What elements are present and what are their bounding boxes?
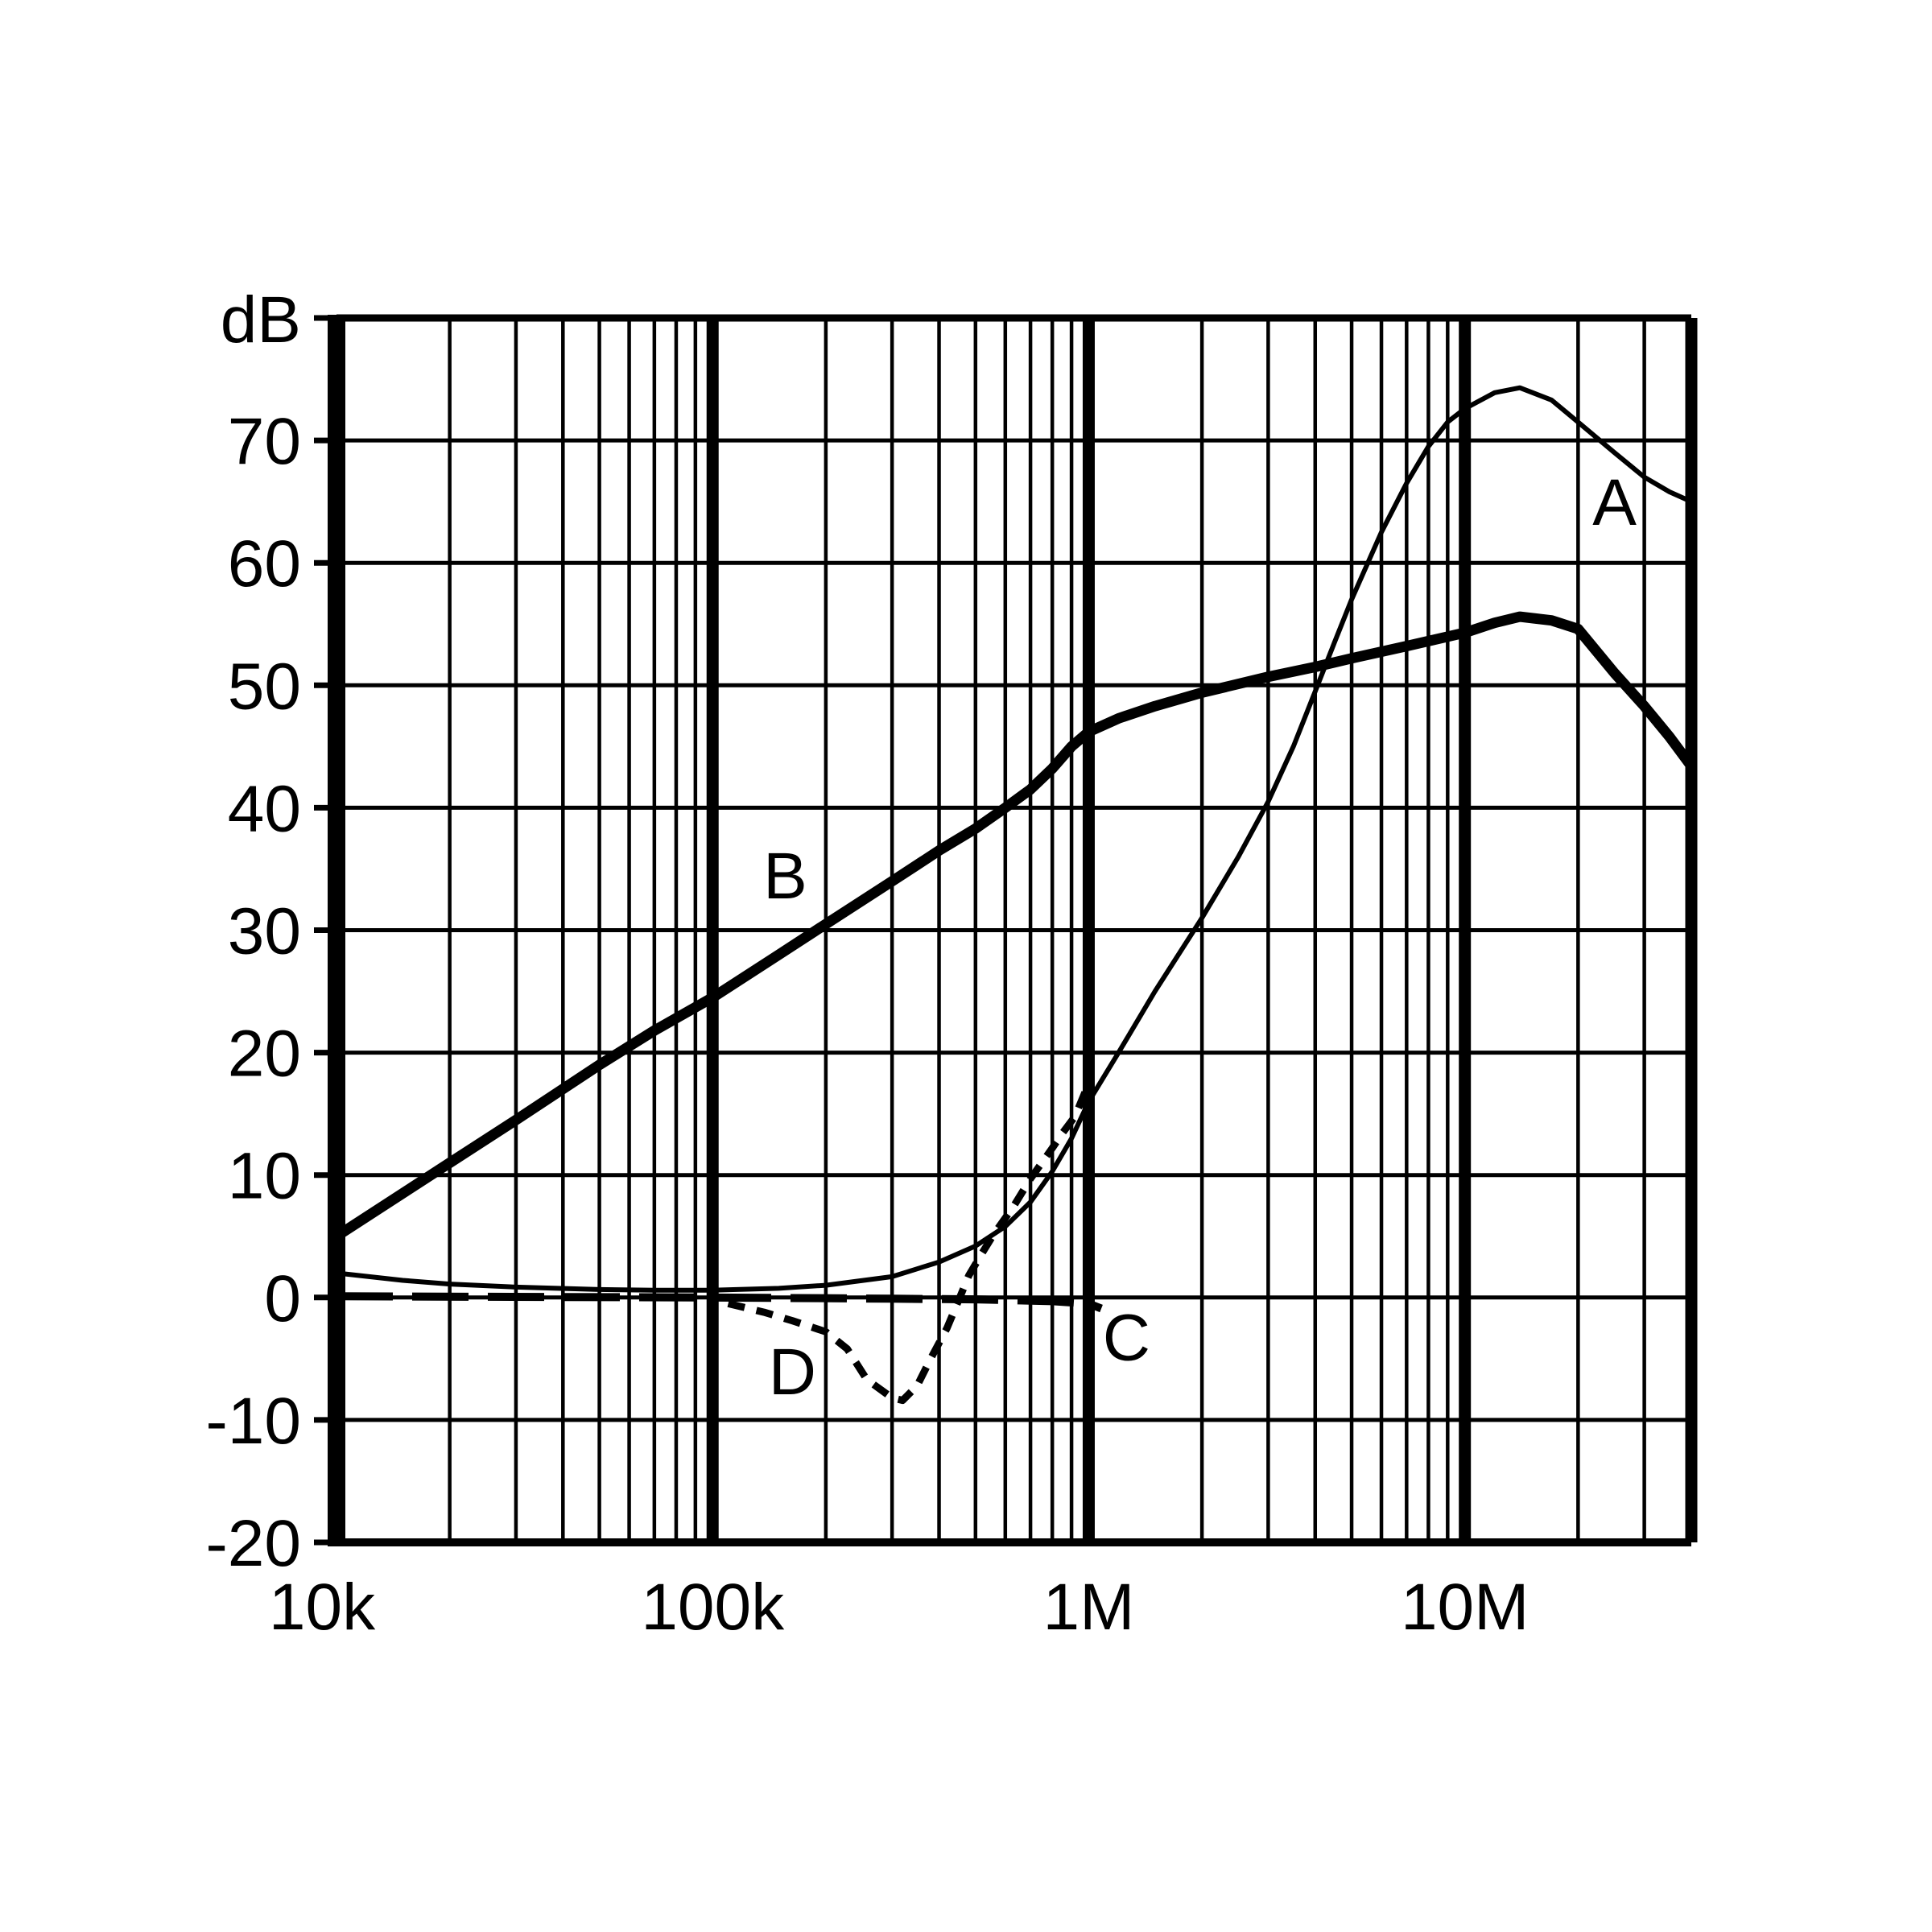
y-tick-label-30: 30 xyxy=(228,895,301,968)
y-tick-label--10: -10 xyxy=(205,1385,301,1458)
curve-label-B: B xyxy=(763,840,807,913)
curve-label-C: C xyxy=(1103,1301,1150,1374)
curve-C xyxy=(336,1292,1103,1313)
curve-D xyxy=(727,1081,1092,1405)
y-tick-label-50: 50 xyxy=(228,650,301,723)
x-tick-label-100k: 100k xyxy=(641,1571,785,1644)
y-tick-label-60: 60 xyxy=(228,527,301,601)
x-tick-label-10M: 10M xyxy=(1401,1571,1530,1644)
x-tick-label-1M: 1M xyxy=(1043,1571,1135,1644)
x-tick-label-10k: 10k xyxy=(269,1571,376,1644)
y-axis-unit-label: dB xyxy=(221,283,301,357)
y-tick-label-10: 10 xyxy=(228,1140,301,1213)
y-tick-label--20: -20 xyxy=(205,1507,301,1580)
y-tick-label-70: 70 xyxy=(228,405,301,478)
curve-B xyxy=(331,611,1697,1242)
curve-label-A: A xyxy=(1592,466,1637,539)
y-tick-label-0: 0 xyxy=(264,1262,301,1335)
curve-label-D: D xyxy=(769,1335,816,1409)
curve-A xyxy=(334,385,1694,1293)
y-tick-label-20: 20 xyxy=(228,1018,301,1091)
y-tick-label-40: 40 xyxy=(228,772,301,845)
